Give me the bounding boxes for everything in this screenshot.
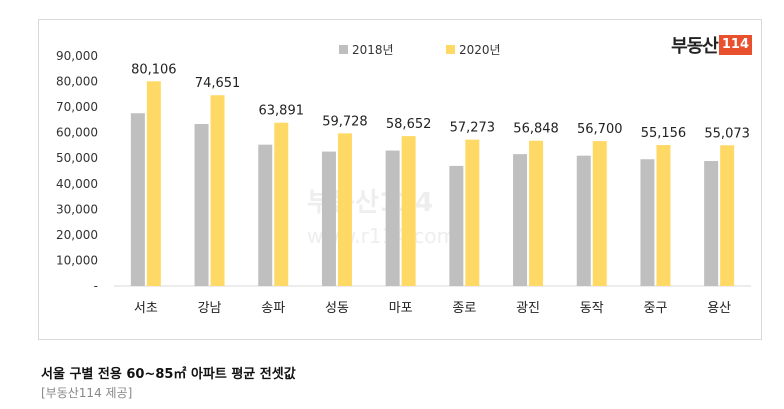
brand-logo: 부동산 114 <box>671 32 752 58</box>
bar-2020 <box>210 95 225 286</box>
y-tick-label: 80,000 <box>56 75 98 89</box>
legend-label-2018: 2018년 <box>352 43 394 57</box>
data-label-2020: 59,728 <box>322 114 368 129</box>
bar-2018 <box>576 155 591 286</box>
chart-frame: 부동산114 www.r114.com -10,000 20,000 30,000 4… <box>38 19 762 340</box>
bar-2020 <box>592 141 607 286</box>
y-tick-label: 60,000 <box>56 126 98 140</box>
data-label-2020: 56,848 <box>513 122 559 137</box>
legend-swatch-2018 <box>339 45 348 54</box>
bar-2018 <box>130 113 145 286</box>
bar-2018 <box>449 165 464 286</box>
bar-2018 <box>513 154 528 286</box>
legend-swatch-2020 <box>446 45 455 54</box>
bar-2018 <box>640 159 655 286</box>
y-tick-label: 40,000 <box>56 177 98 191</box>
logo-text: 부동산 <box>671 36 719 57</box>
caption-source: [부동산114 제공] <box>41 386 133 400</box>
x-tick-label: 용산 <box>707 301 731 316</box>
bar-2020 <box>720 145 735 286</box>
data-label-2020: 74,651 <box>195 76 241 91</box>
x-tick-label: 성동 <box>325 301 349 316</box>
bar-2018 <box>704 161 719 286</box>
x-tick-label: 종로 <box>452 301 476 316</box>
data-label-2020: 63,891 <box>259 104 305 119</box>
x-tick-label: 광진 <box>516 301 540 316</box>
logo-box: 114 <box>718 35 752 55</box>
y-tick-label: - <box>94 279 98 293</box>
bar-2020 <box>465 139 480 286</box>
bar-2018 <box>321 151 336 286</box>
y-tick-label: 20,000 <box>56 228 98 242</box>
bar-2020 <box>337 133 352 286</box>
x-tick-label: 서초 <box>134 301 158 316</box>
y-tick-label: 30,000 <box>56 202 98 216</box>
data-label-2020: 56,700 <box>577 122 623 137</box>
x-tick-label: 강남 <box>198 301 222 316</box>
y-tick-label: 10,000 <box>56 253 98 267</box>
data-label-2020: 58,652 <box>386 117 432 132</box>
bar-2020 <box>529 140 544 286</box>
bar-2018 <box>385 150 400 286</box>
y-tick-label: 70,000 <box>56 100 98 114</box>
x-tick-label: 중구 <box>643 301 667 316</box>
data-label-2020: 55,156 <box>641 126 687 141</box>
data-label-2020: 57,273 <box>450 121 496 136</box>
bar-2018 <box>194 123 209 286</box>
bar-2020 <box>401 136 416 286</box>
x-tick-label: 동작 <box>580 301 604 316</box>
data-label-2020: 80,106 <box>131 62 177 77</box>
y-tick-label: 50,000 <box>56 151 98 165</box>
bar-2020 <box>146 81 161 286</box>
y-tick-label: 90,000 <box>56 49 98 63</box>
legend-label-2020: 2020년 <box>459 43 501 57</box>
data-label-2020: 55,073 <box>704 126 750 141</box>
bar-2020 <box>274 122 289 287</box>
bar-2018 <box>258 144 273 286</box>
bar-2020 <box>656 145 671 286</box>
x-tick-label: 마포 <box>389 301 413 316</box>
x-tick-label: 송파 <box>261 301 285 316</box>
caption-title: 서울 구별 전용 60~85㎡ 아파트 평균 전셋값 <box>41 367 296 382</box>
bar-chart: - 10,000 20,000 30,000 40,000 50,000 60,000 70,… <box>56 43 751 316</box>
